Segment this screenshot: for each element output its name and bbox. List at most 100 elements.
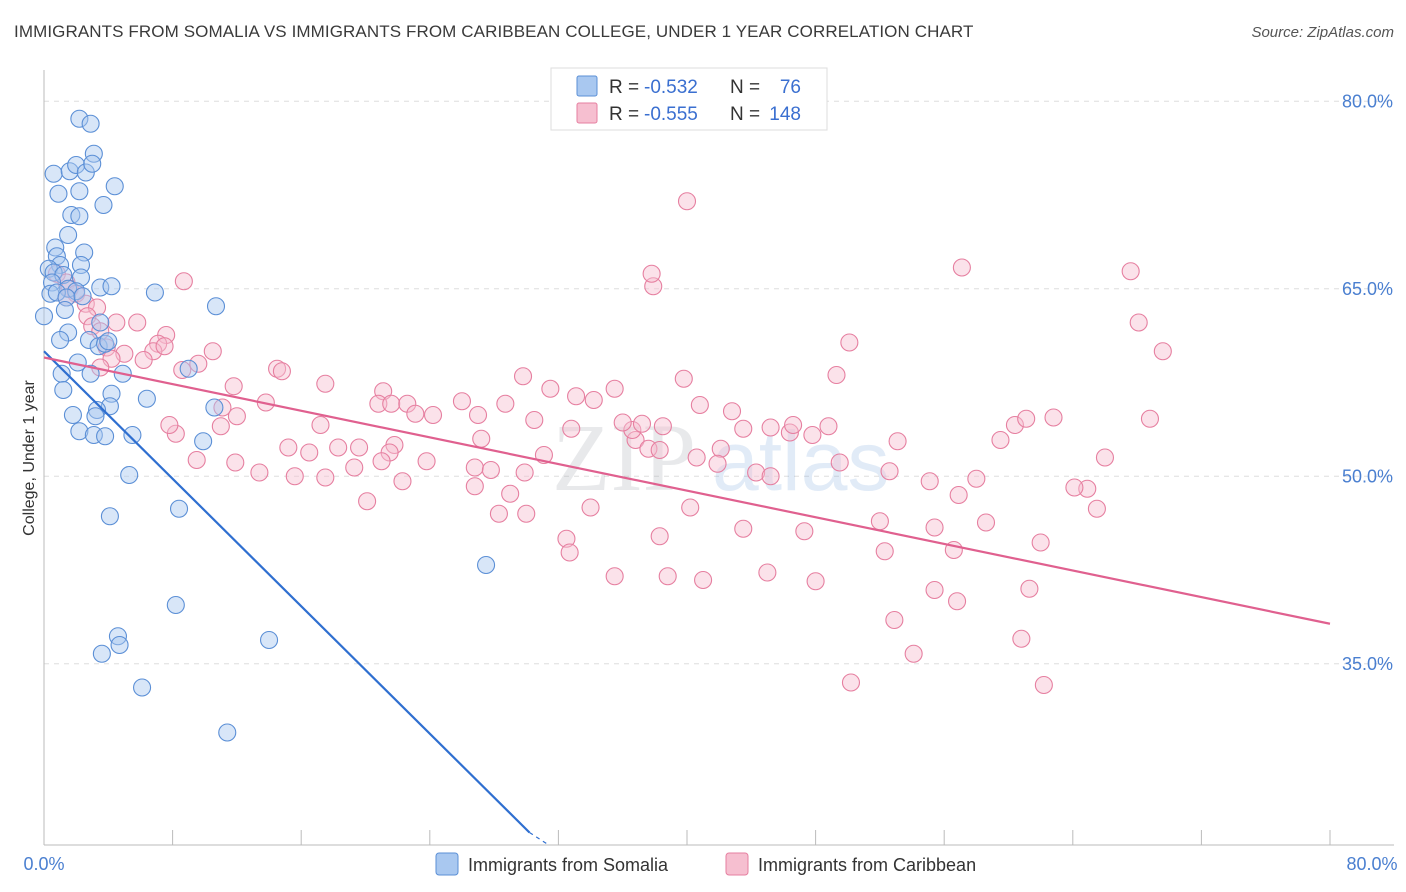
caribbean-point (758, 563, 777, 582)
caribbean-point (515, 463, 534, 482)
somalia-point (34, 307, 54, 326)
somalia-point (73, 287, 92, 306)
caribbean-point (372, 452, 391, 471)
caribbean-point (948, 592, 967, 611)
caribbean-point (1065, 478, 1084, 497)
somalia-point (51, 330, 70, 350)
somalia-point (169, 499, 189, 518)
caribbean-point (904, 644, 923, 663)
caribbean-point (1031, 533, 1050, 552)
y-tick-label: 65.0% (1342, 279, 1393, 299)
caribbean-point (584, 390, 603, 410)
caribbean-point (468, 405, 488, 425)
somalia-point (206, 297, 226, 316)
y-tick-labels: 35.0% 50.0% 65.0% 80.0% (1342, 91, 1393, 674)
somalia-point (71, 255, 91, 275)
y-tick-label: 50.0% (1342, 466, 1393, 486)
caribbean-point (562, 419, 581, 438)
bottom-legend-swatch-somalia (435, 852, 459, 876)
somalia-point (49, 184, 68, 203)
somalia-point (92, 644, 111, 663)
caribbean-point (708, 454, 727, 473)
caribbean-point (517, 504, 536, 523)
somalia-point (70, 422, 89, 441)
somalia-point (133, 678, 152, 697)
caribbean-point (976, 513, 996, 532)
somalia-point (81, 114, 100, 133)
caribbean-point (174, 272, 193, 291)
caribbean-point (203, 342, 222, 361)
source-label: Source: ZipAtlas.com (1251, 24, 1394, 41)
caribbean-point (189, 354, 208, 373)
legend-n-label-somalia: N = (730, 77, 760, 98)
somalia-point (59, 225, 78, 245)
caribbean-point (211, 417, 230, 436)
caribbean-point (1140, 409, 1160, 428)
bottom-legend-swatch-caribbean (725, 852, 749, 876)
caribbean-point (452, 392, 472, 411)
watermark: ZIP atlas (552, 404, 889, 511)
caribbean-point (690, 395, 709, 415)
caribbean-point (1034, 675, 1053, 695)
somalia-point (100, 507, 119, 526)
grid-lines (44, 100, 1394, 665)
caribbean-point (382, 394, 401, 413)
caribbean-point (329, 438, 348, 457)
caribbean-point (350, 438, 369, 457)
caribbean-point (841, 673, 861, 692)
y-tick-label: 80.0% (1342, 91, 1393, 111)
bottom-legend-label-caribbean: Immigrants from Caribbean (758, 855, 976, 875)
somalia-point (51, 255, 70, 275)
caribbean-point (1012, 629, 1031, 648)
caribbean-point (134, 350, 153, 370)
chart-title: IMMIGRANTS FROM SOMALIA VS IMMIGRANTS FR… (14, 22, 974, 41)
somalia-point (218, 723, 237, 742)
somalia-point (477, 555, 496, 575)
caribbean-point (784, 415, 803, 435)
caribbean-point (224, 377, 243, 396)
trend-line-caribbean (43, 356, 1331, 625)
somalia-point (137, 389, 156, 408)
caribbean-point (885, 610, 904, 630)
somalia-point (67, 155, 86, 175)
caribbean-point (827, 365, 846, 385)
somalia-point (194, 432, 213, 451)
caribbean-point (316, 374, 335, 393)
legend-r-label-caribbean: R = (609, 104, 639, 125)
somalia-point (96, 334, 115, 353)
caribbean-point (423, 405, 443, 425)
caribbean-point (632, 414, 652, 433)
caribbean-point (358, 492, 377, 511)
caribbean-point (677, 192, 697, 211)
somalia-point (55, 300, 74, 320)
somalia-point (205, 398, 224, 417)
caribbean-point (1017, 409, 1036, 428)
caribbean-point (557, 529, 576, 548)
caribbean-point (925, 518, 944, 537)
caribbean-point (496, 394, 515, 413)
caribbean-point (525, 410, 544, 430)
caribbean-point (513, 367, 533, 386)
trend-line-somalia-extension (529, 831, 550, 846)
caribbean-point (674, 369, 693, 388)
somalia-point (96, 427, 115, 446)
caribbean-point (272, 362, 291, 381)
legend-swatch-caribbean (576, 102, 598, 124)
caribbean-point (870, 512, 889, 531)
caribbean-point (541, 379, 560, 398)
y-tick-label: 35.0% (1342, 654, 1393, 674)
legend-n-value-caribbean: 148 (769, 104, 801, 125)
caribbean-point (687, 448, 706, 467)
caribbean-point (650, 440, 669, 460)
caribbean-point (226, 453, 245, 472)
caribbean-point (173, 360, 192, 380)
caribbean-point (128, 313, 147, 332)
caribbean-point (747, 463, 766, 482)
caribbean-point (250, 463, 269, 482)
caribbean-point (481, 460, 500, 480)
somalia-point (47, 283, 66, 302)
caribbean-point (187, 450, 206, 470)
caribbean-point (658, 567, 677, 586)
caribbean-point (761, 467, 780, 486)
caribbean-point (734, 519, 753, 538)
